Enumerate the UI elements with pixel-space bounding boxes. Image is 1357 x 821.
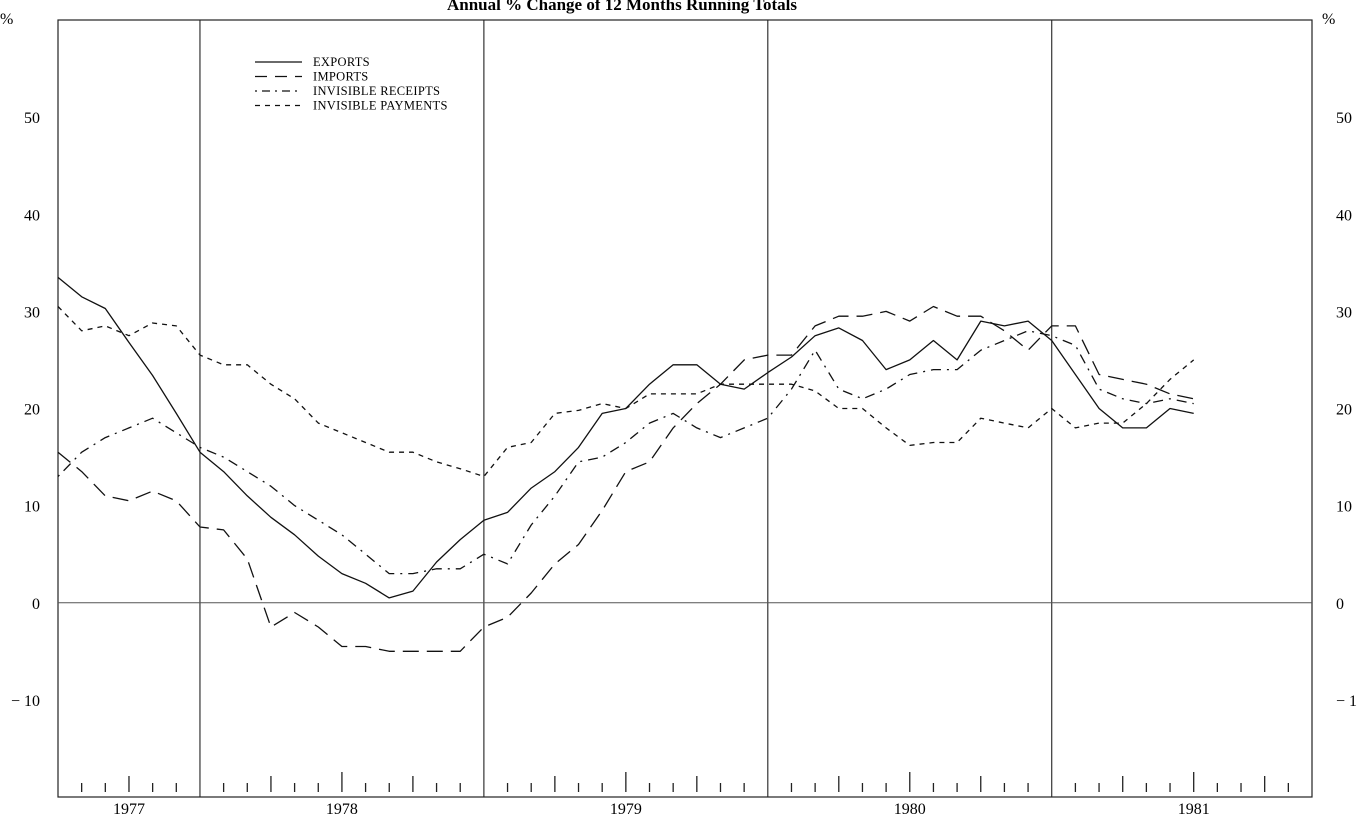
series-line-imports — [57, 305, 1194, 652]
x-axis-year-labels: 1977 1978 1979 1980 1981 — [113, 801, 1210, 818]
x-axis-month-ticks — [81, 772, 1289, 792]
legend-label: INVISIBLE PAYMENTS — [313, 99, 448, 113]
plot-frame — [57, 19, 1313, 798]
y-tick-label-left: 0 — [32, 596, 40, 613]
y-tick-label-right: 50 — [1336, 110, 1352, 127]
y-tick-label-left: 50 — [24, 110, 40, 127]
x-year-label: 1979 — [610, 801, 642, 818]
series-line-invisible-payments — [57, 306, 1195, 478]
y-tick-label-right: − 10 — [1336, 693, 1357, 710]
y-axis-left: − 10 0 10 20 30 40 50% — [0, 11, 40, 710]
y-unit-label-right: % — [1322, 11, 1335, 28]
series-lines — [57, 276, 1195, 652]
y-tick-label-left: 10 — [24, 499, 40, 516]
y-tick-label-right: 20 — [1336, 402, 1352, 419]
x-year-label: 1980 — [894, 801, 926, 818]
y-tick-label-right: 40 — [1336, 207, 1352, 224]
y-tick-label-right: 10 — [1336, 499, 1352, 516]
y-tick-label-right: 30 — [1336, 304, 1352, 321]
chart-title: Annual % Change of 12 Months Running Tot… — [447, 0, 797, 14]
y-tick-label-left: − 10 — [11, 693, 40, 710]
series-line-invisible-receipts — [57, 330, 1194, 575]
legend-label: EXPORTS — [313, 55, 370, 69]
y-unit-label-left: % — [0, 11, 13, 28]
y-tick-label-right: 0 — [1336, 596, 1344, 613]
legend-label: INVISIBLE RECEIPTS — [313, 84, 440, 98]
y-tick-label-left: 20 — [24, 402, 40, 419]
plot-border — [57, 19, 1313, 798]
y-tick-label-left: 30 — [24, 304, 40, 321]
series-line-exports — [57, 276, 1194, 599]
x-year-label: 1977 — [113, 801, 145, 818]
legend-label: IMPORTS — [313, 70, 369, 84]
x-year-label: 1978 — [326, 801, 358, 818]
y-axis-right: − 10 0 10 20 30 40 50% — [1322, 11, 1357, 710]
y-tick-label-left: 40 — [24, 207, 40, 224]
x-year-label: 1981 — [1178, 801, 1210, 818]
